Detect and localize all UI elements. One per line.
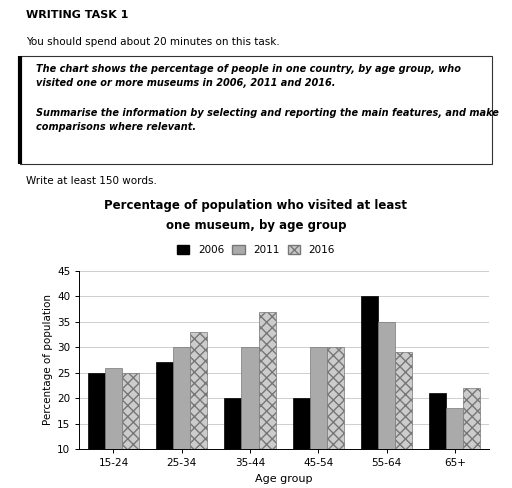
- Bar: [88, 373, 105, 488]
- Text: one museum, by age group: one museum, by age group: [166, 219, 346, 232]
- Bar: [446, 408, 463, 488]
- Text: Summarise the information by selecting and reporting the main features, and make: Summarise the information by selecting a…: [36, 108, 499, 132]
- Bar: [361, 296, 378, 488]
- Bar: [242, 347, 259, 488]
- Bar: [463, 388, 480, 488]
- Bar: [156, 363, 173, 488]
- X-axis label: Age group: Age group: [255, 473, 313, 484]
- Bar: [429, 393, 446, 488]
- Text: WRITING TASK 1: WRITING TASK 1: [26, 10, 128, 20]
- Bar: [105, 367, 122, 488]
- Bar: [190, 332, 207, 488]
- Text: You should spend about 20 minutes on this task.: You should spend about 20 minutes on thi…: [26, 37, 280, 47]
- Bar: [327, 347, 344, 488]
- Text: The chart shows the percentage of people in one country, by age group, who
visit: The chart shows the percentage of people…: [36, 64, 461, 88]
- FancyBboxPatch shape: [20, 57, 492, 164]
- Bar: [310, 347, 327, 488]
- Text: Percentage of population who visited at least: Percentage of population who visited at …: [104, 199, 408, 212]
- Legend: 2006, 2011, 2016: 2006, 2011, 2016: [174, 242, 338, 258]
- Bar: [395, 352, 412, 488]
- Y-axis label: Percentage of population: Percentage of population: [43, 294, 53, 426]
- Text: Write at least 150 words.: Write at least 150 words.: [26, 176, 157, 186]
- Bar: [259, 311, 275, 488]
- Bar: [173, 347, 190, 488]
- Bar: [378, 322, 395, 488]
- Bar: [122, 373, 139, 488]
- Bar: [293, 398, 310, 488]
- Bar: [224, 398, 242, 488]
